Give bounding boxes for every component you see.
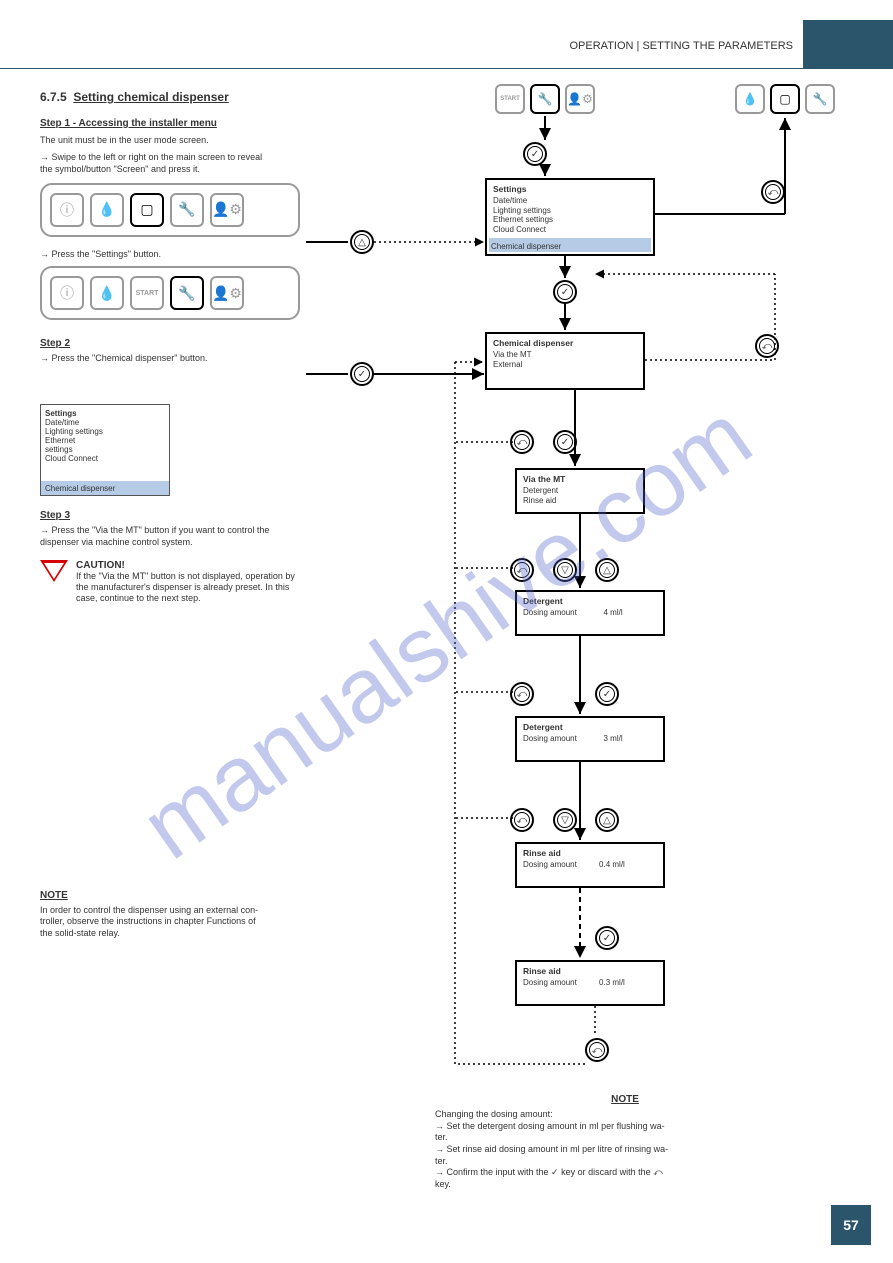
flow-box-viamt: Via the MT Detergent Rinse aid [515,468,645,514]
back-button[interactable]: ⤺ [761,180,785,204]
wrench-icon[interactable]: 🔧 [170,276,204,310]
wrench-icon[interactable]: 🔧 [530,84,560,114]
step2-text: → Press the "Chemical dispenser" button. [40,353,330,364]
mini-line-0: Date/time [45,418,165,427]
caution-title: CAUTION! [76,560,295,571]
header-band [803,20,893,68]
note-text: In order to control the dispenser using … [40,905,330,939]
caution-icon [40,560,68,582]
check-button[interactable]: ✓ [350,362,374,386]
drop-icon: 💧 [735,84,765,114]
flow-box-chemical: Chemical dispenser Via the MT External [485,332,645,390]
check-button[interactable]: ✓ [595,682,619,706]
up-button[interactable]: △ [350,230,374,254]
down-button[interactable]: ▽ [553,808,577,832]
step1-heading: Step 1 - Accessing the installer menu [40,118,350,129]
mini-title: Settings [45,409,165,418]
note-heading: NOTE [40,890,340,901]
user-gear-icon: 👤⚙ [210,276,244,310]
start-icon: START [130,276,164,310]
step1-text-1: The unit must be in the user mode screen… [40,135,330,146]
back-button[interactable]: ⤺ [510,430,534,454]
breadcrumb: OPERATION | SETTING THE PARAMETERS [570,40,794,52]
wrench-icon: 🔧 [805,84,835,114]
right-icons: 💧 ▢ 🔧 [735,84,835,114]
down-button[interactable]: ▽ [553,558,577,582]
flow-box-rinse-04: Rinse aid Dosing amount 0.4 ml/l [515,842,665,888]
mini-line-1: Lighting settings [45,427,165,436]
drop-icon: 💧 [90,193,124,227]
wrench-icon: 🔧 [170,193,204,227]
mini-line-3: Cloud Connect [45,454,165,463]
step1-text-2: → Swipe to the left or right on the main… [40,152,330,175]
mini-footer[interactable]: Chemical dispenser [45,484,115,493]
up-button[interactable]: △ [595,808,619,832]
caution-text: If the "Via the MT" button is not displa… [76,571,295,605]
step3-text: → Press the "Via the MT" button if you w… [40,525,330,548]
mini-screen-settings: Settings Date/time Lighting settings Eth… [40,404,170,496]
drop-icon: 💧 [90,276,124,310]
user-mode-row-2: ⓘ 💧 START 🔧 👤⚙ [40,266,300,320]
back-button[interactable]: ⤺ [510,808,534,832]
screen-icon[interactable]: ▢ [770,84,800,114]
top-icons: START 🔧 👤⚙ [495,84,595,114]
step2-heading: Step 2 [40,338,350,349]
header-rule [0,68,893,69]
up-button[interactable]: △ [595,558,619,582]
info-icon: ⓘ [50,193,84,227]
flow-box-detergent-3: Detergent Dosing amount 3 ml/l [515,716,665,762]
user-gear-icon: 👤⚙ [565,84,595,114]
check-button[interactable]: ✓ [553,280,577,304]
back-button[interactable]: ⤺ [585,1038,609,1062]
mini-line-2: Ethernet settings [45,436,165,454]
info-icon: ⓘ [50,276,84,310]
flow-box-rinse-03: Rinse aid Dosing amount 0.3 ml/l [515,960,665,1006]
section-number: 6.7.5 Setting chemical dispenser [40,90,350,104]
back-button[interactable]: ⤺ [510,558,534,582]
screen-icon[interactable]: ▢ [130,193,164,227]
user-mode-row-1: ⓘ 💧 ▢ 🔧 👤⚙ [40,183,300,237]
back-button[interactable]: ⤺ [755,334,779,358]
flow-box-settings: Settings Date/time Lighting settings Eth… [485,178,655,256]
back-button[interactable]: ⤺ [510,682,534,706]
bottom-note-heading: NOTE [435,1094,815,1105]
step3-heading: Step 3 [40,510,350,521]
check-button[interactable]: ✓ [553,430,577,454]
bottom-note-text: Changing the dosing amount: → Set the de… [435,1109,815,1191]
step1-text-3: → Press the "Settings" button. [40,249,330,260]
user-gear-icon: 👤⚙ [210,193,244,227]
check-button[interactable]: ✓ [595,926,619,950]
flow-box-detergent-4: Detergent Dosing amount 4 ml/l [515,590,665,636]
start-icon: START [495,84,525,114]
check-button[interactable]: ✓ [523,142,547,166]
page-number: 57 [831,1205,871,1245]
